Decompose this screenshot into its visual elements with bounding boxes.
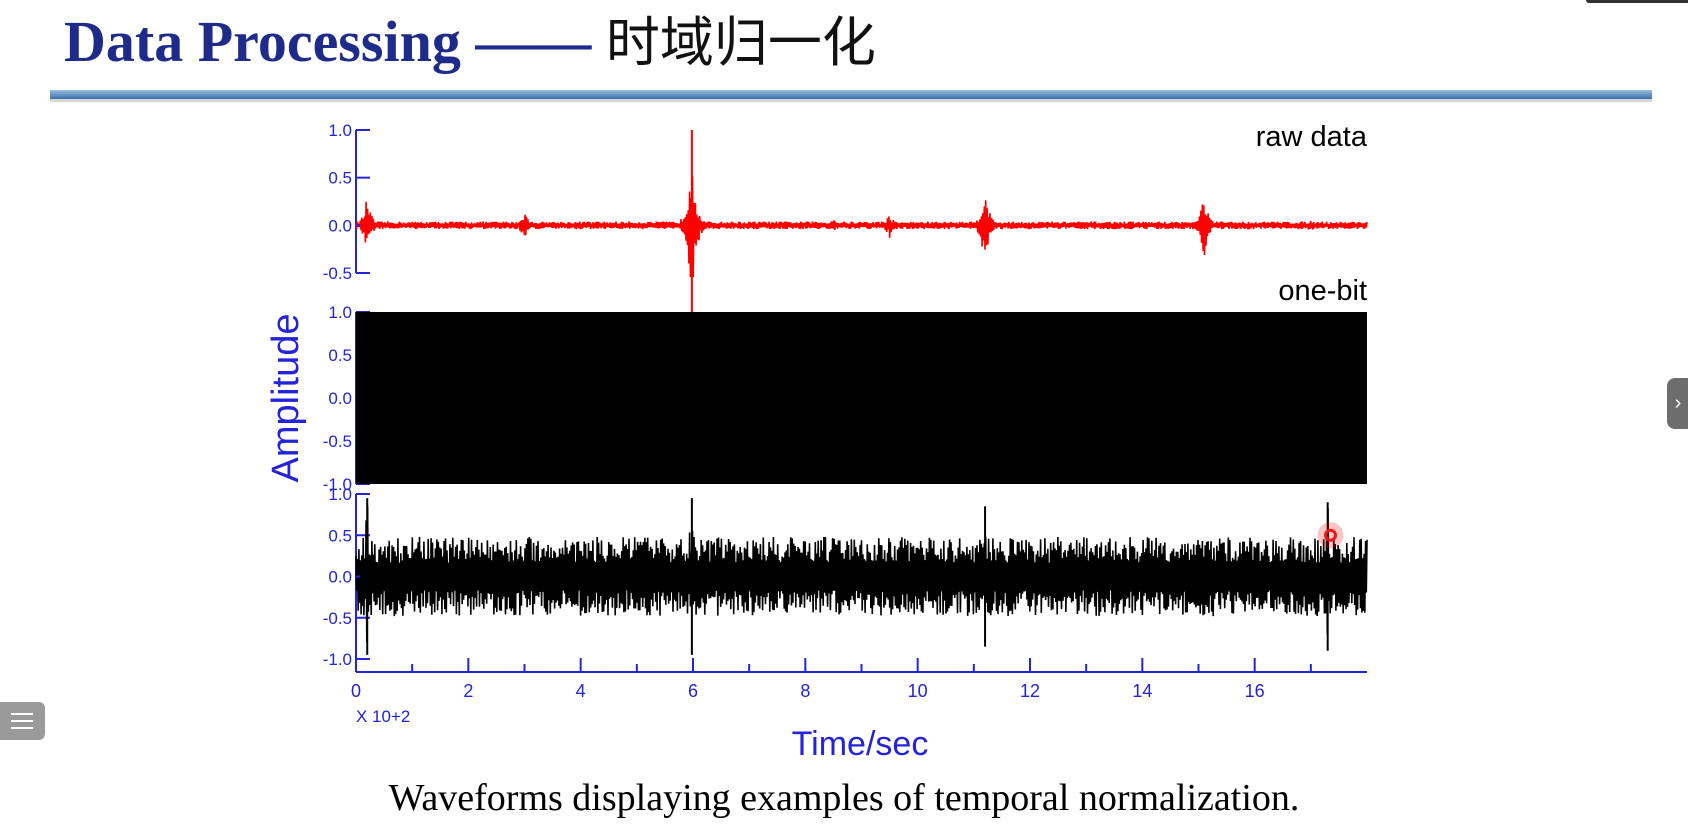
figure-caption: Waveforms displaying examples of tempora… <box>388 777 1300 819</box>
sidebar-toggle-button[interactable]: › <box>1667 378 1688 429</box>
y-tick-label: -1.0 <box>323 650 352 669</box>
x-tick-label: 0 <box>351 681 361 701</box>
slide-title: Data Processing —— 时域归一化 <box>64 2 876 82</box>
x-axis-title: Time/sec <box>792 725 929 763</box>
x-tick-label: 14 <box>1132 681 1152 701</box>
x-tick-label: 2 <box>463 681 473 701</box>
x-tick-label: 10 <box>908 681 928 701</box>
y-tick-label: -0.5 <box>323 609 352 628</box>
chevron-right-icon: › <box>1674 392 1682 414</box>
top-corner-mark <box>1586 0 1688 3</box>
slide-title-english: Data Processing —— <box>64 9 592 74</box>
x-tick-label: 8 <box>800 681 810 701</box>
y-tick-label: -0.5 <box>323 432 352 451</box>
y-tick-label: 1.0 <box>328 121 352 140</box>
y-tick-label: 0.5 <box>328 526 352 545</box>
cursor-halo <box>1317 522 1344 549</box>
raw-data-trace <box>355 176 1368 278</box>
panel-label: runabs <box>1278 457 1367 489</box>
y-tick-label: 0.0 <box>328 216 352 235</box>
y-tick-label: 0.0 <box>328 389 352 408</box>
y-tick-label: 1.0 <box>328 303 352 322</box>
y-tick-label: -0.5 <box>323 264 352 283</box>
y-tick-label: 0.5 <box>328 346 352 365</box>
runabs-trace <box>355 506 1368 642</box>
x-tick-label: 6 <box>688 681 698 701</box>
y-tick-label: -1.0 <box>323 475 352 494</box>
y-tick-label: 0.0 <box>328 568 352 587</box>
slide-title-chinese: 时域归一化 <box>605 11 876 74</box>
panel-label: raw data <box>1256 121 1368 153</box>
cursor-marker <box>1323 528 1337 542</box>
x-axis-multiplier: X 10+2 <box>356 707 410 726</box>
x-tick-label: 16 <box>1245 681 1265 701</box>
title-rule <box>50 90 1652 99</box>
title-rule-shadow <box>50 99 1652 102</box>
x-tick-label: 12 <box>1020 681 1040 701</box>
x-tick-label: 4 <box>576 681 586 701</box>
panel-label: one-bit <box>1278 275 1367 307</box>
y-tick-label: 1.0 <box>328 485 352 504</box>
outline-button[interactable] <box>0 702 45 740</box>
one-bit-trace <box>356 312 1367 484</box>
y-tick-label: 0.5 <box>328 169 352 188</box>
y-axis-title: Amplitude <box>265 314 307 483</box>
